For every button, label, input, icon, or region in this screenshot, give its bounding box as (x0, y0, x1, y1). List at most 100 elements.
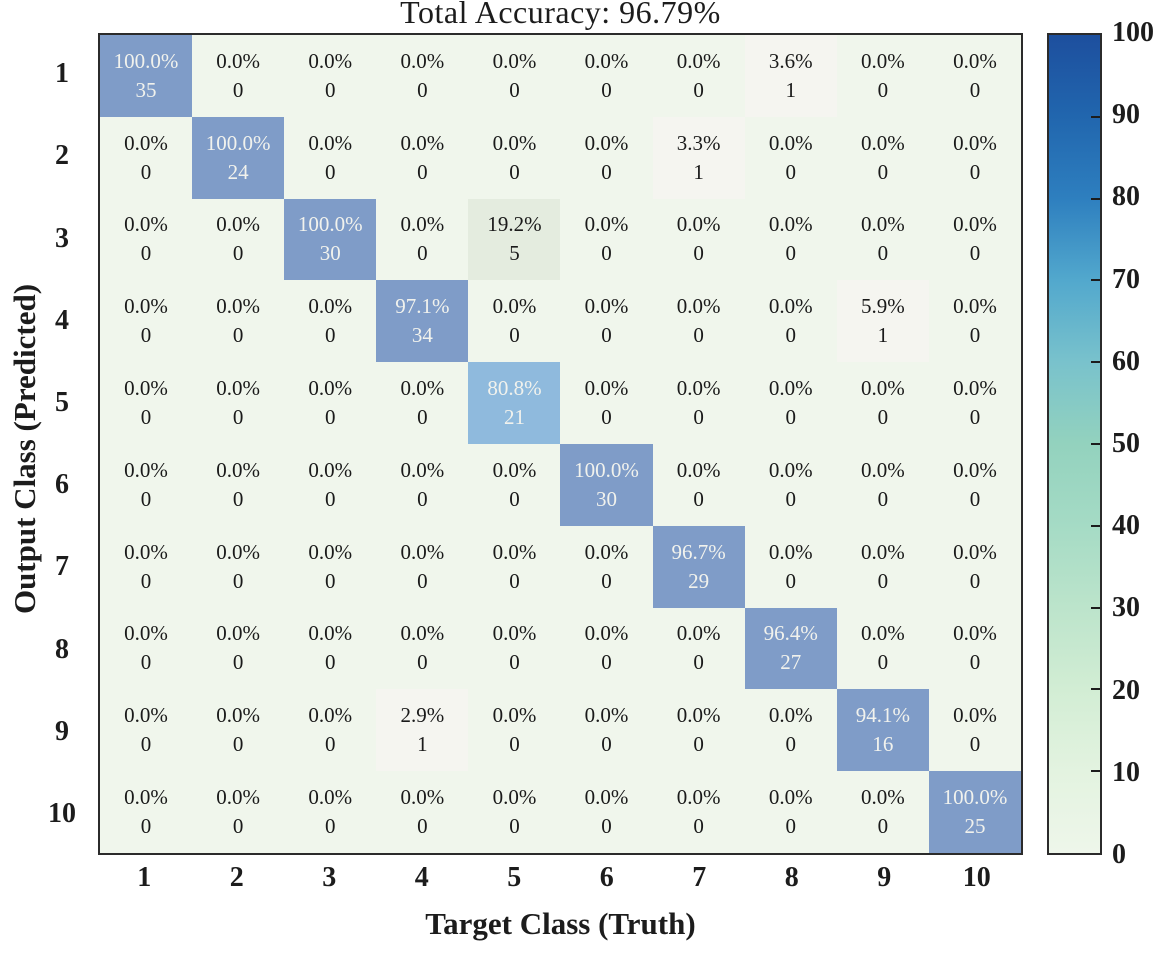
matrix-cell: 0.0% 0 (652, 362, 745, 444)
matrix-cell: 0.0% 0 (284, 280, 377, 363)
cell-percent: 0.0% (492, 703, 537, 728)
matrix-cell: 97.1% 34 (376, 280, 469, 363)
cell-count: 0 (509, 159, 520, 184)
matrix-cell: 0.0% 0 (836, 362, 929, 444)
cell-percent: 100.0% (942, 785, 1008, 810)
cell-percent: 0.0% (860, 48, 905, 73)
cell-percent: 0.0% (492, 294, 537, 319)
matrix-cell: 100.0% 25 (928, 771, 1021, 853)
cell-count: 0 (693, 732, 704, 757)
x-tick-label: 8 (784, 862, 799, 893)
matrix-cell: 0.0% 0 (928, 444, 1021, 526)
cell-count: 0 (324, 405, 336, 430)
matrix-cell: 0.0% 0 (284, 35, 377, 117)
matrix-cell: 0.0% 0 (100, 198, 193, 281)
cell-count: 0 (693, 241, 704, 266)
cell-percent: 0.0% (400, 376, 445, 401)
matrix-cell: 0.0% 0 (836, 771, 929, 853)
matrix-cell: 0.0% 0 (100, 362, 193, 444)
cell-percent: 0.0% (124, 785, 168, 810)
cell-percent: 0.0% (768, 212, 813, 237)
matrix-cell: 0.0% 0 (192, 525, 285, 608)
y-tick-label: 1 (55, 58, 69, 90)
matrix-cell: 0.0% 0 (560, 607, 653, 690)
cell-percent: 97.1% (395, 294, 450, 319)
cell-count: 0 (693, 77, 704, 102)
cell-count: 0 (140, 814, 152, 839)
cell-count: 25 (964, 814, 986, 839)
x-tick-label: 9 (877, 862, 892, 893)
cell-percent: 0.0% (768, 294, 813, 319)
cell-count: 0 (785, 159, 796, 184)
matrix-cell: 0.0% 0 (284, 525, 377, 608)
cell-count: 0 (417, 241, 428, 266)
cell-percent: 0.0% (860, 539, 905, 564)
cell-percent: 0.0% (124, 539, 168, 564)
cell-percent: 0.0% (860, 621, 905, 646)
cell-count: 0 (232, 323, 244, 348)
cell-percent: 0.0% (584, 539, 629, 564)
colorbar-tick-label: 60 (1112, 345, 1140, 377)
x-tick-label: 1 (137, 862, 152, 893)
cell-percent: 0.0% (492, 621, 537, 646)
matrix-cell: 0.0% 0 (560, 35, 653, 117)
matrix-cell: 0.0% 0 (192, 362, 285, 444)
cell-count: 0 (509, 814, 520, 839)
cell-count: 0 (969, 486, 981, 511)
matrix-cell: 0.0% 0 (928, 525, 1021, 608)
matrix-cell: 0.0% 0 (468, 280, 561, 363)
x-tick-label: 3 (322, 862, 337, 893)
x-tick-label: 6 (599, 862, 614, 893)
cell-percent: 0.0% (308, 785, 353, 810)
cell-count: 0 (417, 405, 428, 430)
matrix-cell: 3.3% 1 (652, 116, 745, 199)
cell-percent: 0.0% (860, 376, 905, 401)
cell-count: 0 (785, 323, 796, 348)
matrix-cell: 0.0% 0 (836, 198, 929, 281)
cell-count: 24 (227, 159, 249, 184)
cell-count: 0 (509, 650, 520, 675)
cell-percent: 0.0% (492, 48, 537, 73)
matrix-cell: 100.0% 30 (560, 444, 653, 526)
cell-count: 0 (785, 814, 796, 839)
cell-count: 0 (324, 814, 336, 839)
cell-percent: 0.0% (584, 48, 629, 73)
cell-count: 0 (693, 486, 704, 511)
matrix-cell: 3.6% 1 (744, 35, 837, 117)
cell-percent: 0.0% (124, 212, 168, 237)
cell-count: 0 (140, 323, 152, 348)
colorbar-tick-label: 50 (1112, 428, 1140, 459)
cell-count: 1 (693, 159, 704, 184)
matrix-cell: 0.0% 0 (652, 35, 745, 117)
cell-count: 0 (601, 814, 612, 839)
matrix-cell: 0.0% 0 (652, 771, 745, 853)
matrix-cell: 0.0% 0 (468, 35, 561, 117)
matrix-cell: 0.0% 0 (928, 362, 1021, 444)
cell-count: 0 (232, 814, 244, 839)
cell-percent: 0.0% (308, 376, 353, 401)
cell-percent: 94.1% (855, 703, 910, 728)
cell-percent: 0.0% (216, 457, 261, 482)
y-tick-label: 10 (48, 797, 76, 829)
cell-percent: 0.0% (400, 621, 445, 646)
cell-count: 30 (319, 241, 341, 266)
matrix-cell: 0.0% 0 (836, 116, 929, 199)
matrix-cell: 0.0% 0 (100, 771, 193, 853)
y-tick-label: 5 (55, 386, 69, 418)
cell-percent: 0.0% (400, 130, 445, 155)
colorbar-tick-label: 40 (1112, 510, 1140, 542)
cell-count: 30 (596, 486, 618, 511)
matrix-cell: 94.1% 16 (836, 689, 929, 772)
x-tick-label: 10 (962, 862, 991, 893)
cell-count: 0 (232, 77, 244, 102)
cell-count: 0 (509, 732, 520, 757)
matrix-cell: 0.0% 0 (376, 771, 469, 853)
cell-percent: 0.0% (492, 130, 537, 155)
cell-count: 0 (232, 486, 244, 511)
matrix-cell: 0.0% 0 (192, 689, 285, 772)
matrix-cell: 0.0% 0 (376, 116, 469, 199)
cell-percent: 0.0% (308, 703, 353, 728)
y-tick-label: 2 (55, 140, 69, 172)
matrix-cell: 0.0% 0 (560, 525, 653, 608)
cell-percent: 0.0% (216, 539, 261, 564)
